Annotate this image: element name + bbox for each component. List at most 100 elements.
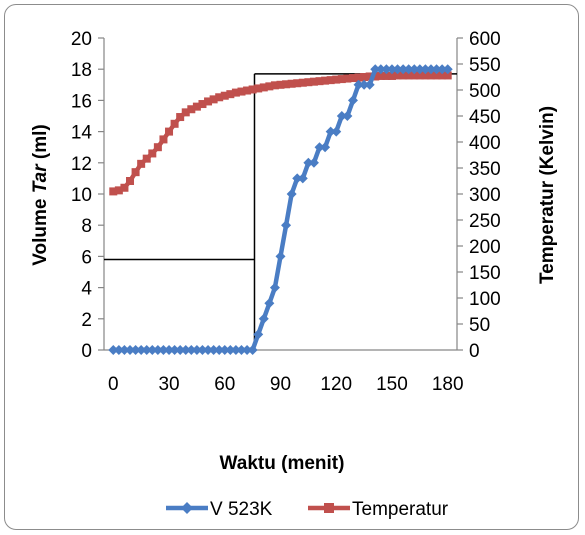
data-point [192,102,201,111]
y-right-tick-label: 0 [469,341,480,362]
data-point [298,78,307,87]
y-left-tick-label: 6 [81,247,92,268]
data-point [371,72,380,81]
data-point [325,126,336,137]
series-v-523k [108,64,453,355]
y-left-tick-label: 2 [81,310,92,331]
data-point [152,345,163,355]
legend-item-temperatur: Temperatur [308,499,449,520]
data-point [293,79,302,88]
legend-swatch-marker [324,503,334,513]
data-point [108,345,119,355]
data-point [215,93,224,102]
data-point [314,142,325,153]
y-right-tick-label: 550 [469,55,501,76]
x-tick-label: 60 [214,374,235,395]
data-point [404,71,413,80]
data-point [131,168,140,177]
data-point [421,71,430,80]
data-point [258,313,269,324]
y-right-tick-label: 100 [469,289,501,310]
data-point [176,113,185,122]
y-right-tick-label: 250 [469,211,501,232]
data-point [287,79,296,88]
data-point [286,189,297,199]
data-point [370,64,381,75]
data-point [292,173,303,184]
data-point [259,83,268,92]
data-point [409,64,420,75]
legend-item-v-523k: V 523K [166,499,273,520]
data-point [254,84,263,93]
data-point [170,119,179,128]
data-point [197,345,208,355]
data-point [198,100,207,109]
data-point [270,81,279,90]
data-point [220,91,229,100]
data-point [425,64,436,75]
axes-layer: 0246810121416182005010015020025030035040… [71,29,501,395]
data-point [137,159,146,168]
legend: V 523K Temperatur [166,499,449,520]
y-left-tick-label: 0 [81,341,92,362]
data-point [308,157,319,168]
y-left-tick-label: 18 [71,60,92,81]
data-point [304,78,313,87]
data-point [342,111,353,121]
series-line [112,73,448,194]
data-point [365,72,374,81]
data-point [354,73,363,82]
data-point [136,345,147,355]
y-left-title-italic: Tar [30,163,51,193]
data-point [303,157,314,168]
data-point [437,64,448,75]
data-point [331,126,342,137]
data-point [209,95,218,104]
data-point [186,345,197,355]
reference-lines [104,73,457,350]
data-point [225,345,236,355]
data-point [175,345,186,355]
data-point [109,187,118,196]
y-right-tick-label: 200 [469,237,501,258]
data-point [297,173,308,184]
data-point [392,64,403,75]
data-point [420,64,431,75]
y-axis-right-title: Temperatur (Kelvin) [537,106,558,284]
y-left-tick-label: 8 [81,216,92,237]
y-right-tick-label: 50 [469,315,490,336]
data-point [219,345,230,355]
series-line [113,66,448,353]
data-point [120,183,129,192]
x-tick-label: 90 [270,374,291,395]
data-point [113,345,124,355]
x-axis-title: Waktu (menit) [220,453,345,474]
legend-swatch-marker [181,502,193,514]
data-point [187,105,196,114]
y-left-title-prefix: Volume [30,193,51,266]
data-point [336,111,347,121]
data-point [431,64,442,75]
data-point [426,71,435,80]
legend-label: Temperatur [352,499,449,520]
data-point [214,345,225,355]
y-left-tick-label: 10 [71,185,92,206]
data-point [237,87,246,96]
data-point [169,345,180,355]
data-point [403,64,414,75]
data-point [315,77,324,86]
y-right-tick-label: 400 [469,133,501,154]
y-right-tick-label: 500 [469,81,501,102]
data-point [432,71,441,80]
data-point [158,345,169,355]
data-point [181,108,190,117]
y-right-tick-label: 600 [469,29,501,50]
data-point [359,79,370,90]
data-point [347,95,358,106]
data-point [114,186,123,195]
data-point [343,74,352,83]
data-point [276,80,285,89]
data-point [438,71,447,80]
y-right-tick-label: 450 [469,107,501,128]
